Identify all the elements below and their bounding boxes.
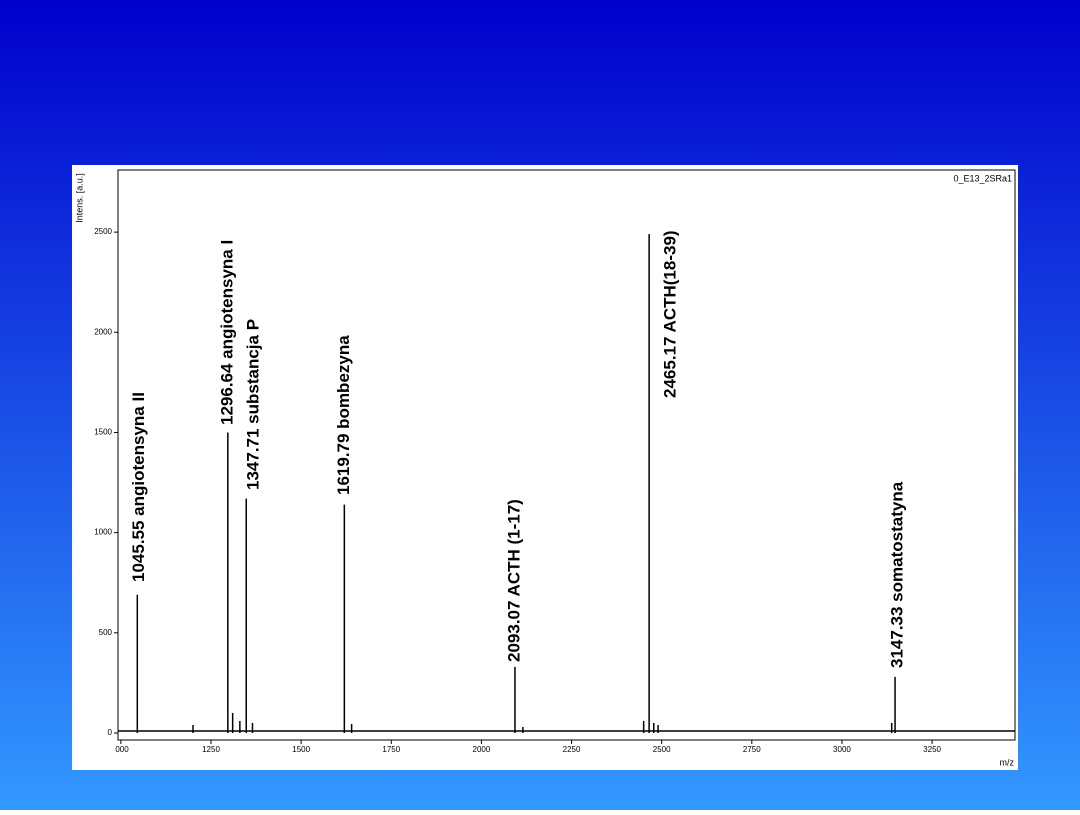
peak-annotation: 2093.07 ACTH (1-17) (504, 499, 523, 662)
y-tick-label: 2500 (94, 227, 112, 236)
peak-annotation: 1296.64 angiotensyna I (217, 240, 236, 425)
x-tick-label: 2000 (473, 745, 491, 754)
x-tick-label: 2750 (743, 745, 761, 754)
chart-panel (72, 165, 1018, 770)
spectrum-id: 0_E13_2SRa1 (953, 173, 1012, 183)
plot: 0 500 1000 1500 2000 2500 000 1250 1500 1750 2000 2… (94, 227, 941, 754)
peak-annotation: 1619.79 bombezyna (334, 335, 353, 495)
x-tick-label: 000 (115, 745, 129, 754)
y-tick-label: 0 (108, 728, 113, 737)
x-tick-label: 3000 (833, 745, 851, 754)
x-tick-label: 1750 (382, 745, 400, 754)
x-tick-label: 1500 (292, 745, 310, 754)
y-tick-label: 1500 (94, 428, 112, 437)
y-tick-label: 1000 (94, 528, 112, 537)
x-tick-label: 3250 (923, 745, 941, 754)
y-tick-label: 2000 (94, 327, 112, 336)
peak-annotation: 2465.17 ACTH(18-39) (661, 230, 680, 398)
x-tick-label: 2500 (653, 745, 671, 754)
x-tick-label: 1250 (202, 745, 220, 754)
peak-annotation: 3147.33 somatostatyna (888, 481, 907, 668)
y-tick-label: 500 (99, 628, 113, 637)
peak-annotation: 1045.55 angiotensyna II (129, 392, 148, 582)
y-axis-label: Intens. [a.u.] (74, 173, 84, 223)
peak-annotation: 1347.71 substancja P (244, 319, 263, 490)
x-tick-label: 2250 (563, 745, 581, 754)
plot-frame (117, 169, 1016, 741)
x-axis-label: m/z (1000, 757, 1015, 767)
